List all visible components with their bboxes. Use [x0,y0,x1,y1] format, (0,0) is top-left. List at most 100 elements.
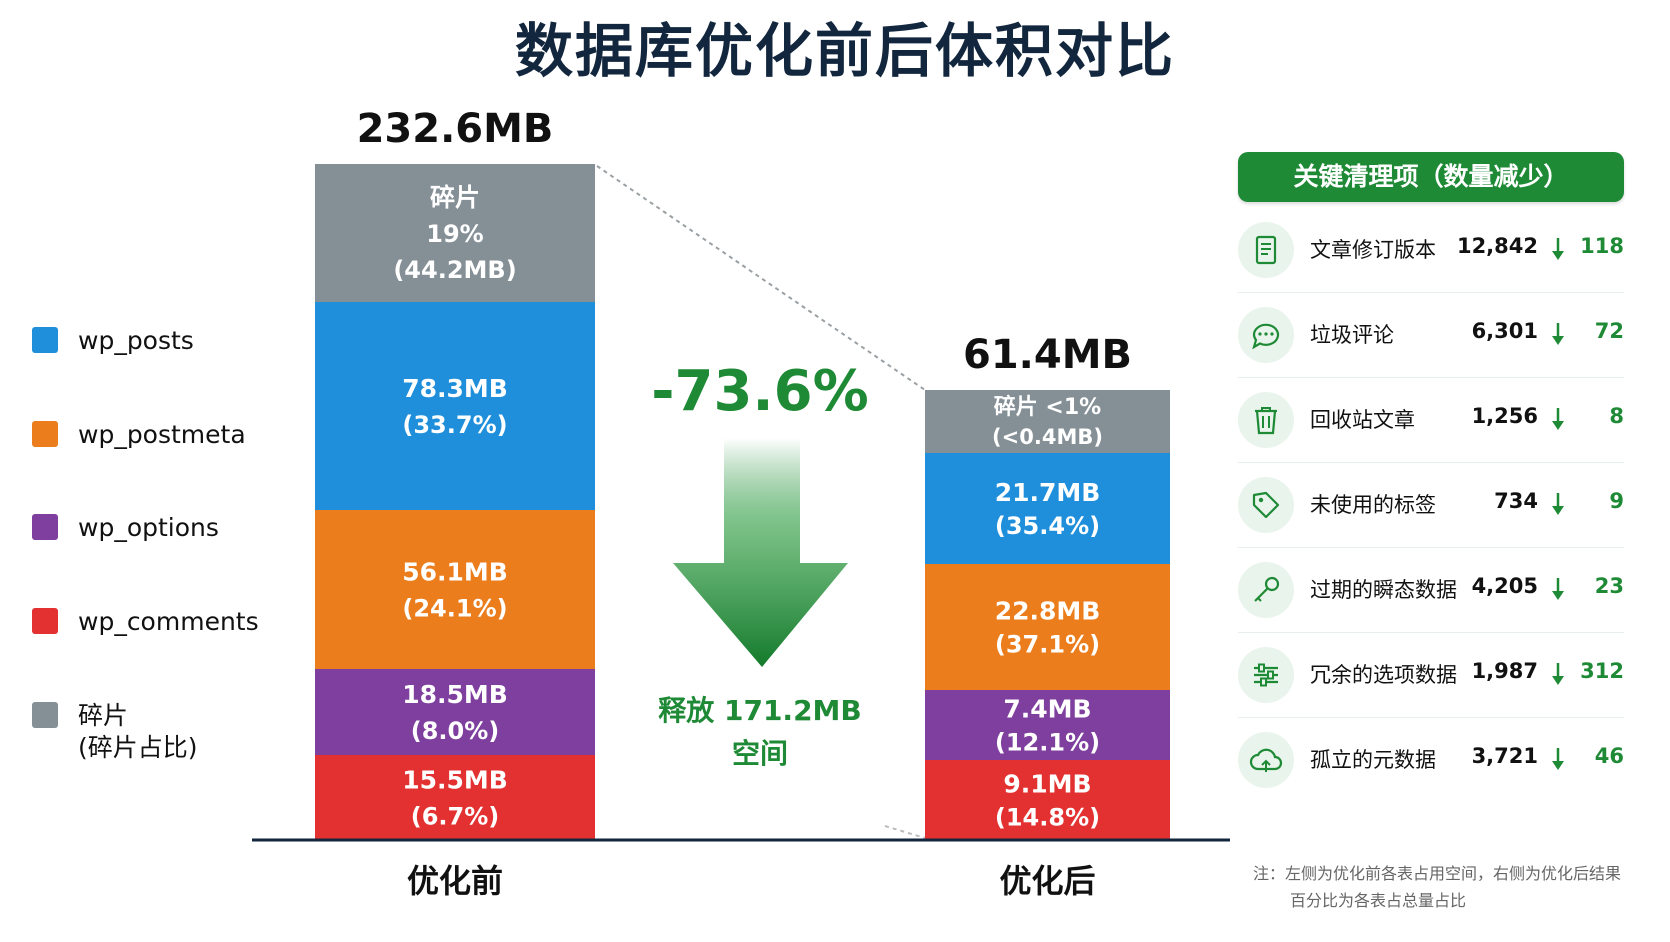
category-label-after: 优化后 [999,862,1095,900]
cleanup-count-after: 23 [1594,574,1624,598]
cleanup-row: 文章修订版本 12,842 118 [1238,208,1624,293]
cleanup-item-label: 回收站文章 [1310,408,1415,432]
bar-label-wp_options-after-0: 7.4MB [1003,694,1091,723]
cleanup-row: 未使用的标签 734 9 [1238,463,1624,548]
bar-segment-wp_comments-after [925,760,1170,840]
document-icon [1238,222,1294,278]
bar-segment-fragment-before [315,164,595,302]
bar-label-wp_comments-after-1: (14.8%) [995,803,1100,831]
legend-item-fragment: 碎片 (碎片占比) [32,700,198,764]
bar-label-fragment-before-1: 19% [426,220,483,248]
cleanup-count-after: 46 [1594,744,1624,768]
released-space-label: 释放 171.2MB [658,694,862,727]
bar-label-wp_options-before-0: 18.5MB [402,680,508,709]
bar-label-wp_postmeta-after-1: (37.1%) [995,630,1100,658]
cleanup-count-after: 118 [1580,234,1624,258]
cleanup-count-after: 72 [1594,319,1624,343]
arrow-down-icon [1550,236,1566,262]
legend-swatch-wp_options [32,514,58,540]
bar-label-wp_posts-before-0: 78.3MB [402,374,508,403]
cloud-icon [1238,732,1294,788]
bar-label-wp_postmeta-after-0: 22.8MB [995,596,1101,625]
cleanup-panel: 关键清理项（数量减少） 文章修订版本 12,842 118 垃圾评论 6,301 72 回收… [1238,152,1624,802]
legend-label: wp_comments [78,607,259,636]
cleanup-item-label: 垃圾评论 [1310,323,1394,347]
bar-label-wp_options-before-1: (8.0%) [411,717,500,745]
bar-label-wp_comments-before-0: 15.5MB [402,765,508,794]
cleanup-count-before: 3,721 [1471,744,1538,768]
legend-label: wp_posts [78,326,194,355]
bar-label-fragment-before-0: 碎片 [430,183,480,212]
legend-label: 碎片 [78,701,129,730]
bar-segment-wp_comments-before [315,755,595,840]
cleanup-item-label: 过期的瞬态数据 [1310,578,1457,602]
legend-sublabel: (碎片占比) [78,733,198,762]
arrow-down-icon [1550,491,1566,517]
cleanup-row: 孤立的元数据 3,721 46 [1238,718,1624,802]
legend-swatch-wp_comments [32,608,58,634]
legend-item-wp_options: wp_options [32,512,219,544]
cleanup-item-label: 未使用的标签 [1310,493,1436,517]
arrow-down-icon [1550,576,1566,602]
legend-item-wp_postmeta: wp_postmeta [32,419,246,451]
cleanup-row: 垃圾评论 6,301 72 [1238,293,1624,378]
bar-label-wp_posts-after-1: (35.4%) [995,512,1100,540]
legend-label: wp_options [78,513,219,542]
arrow-down-icon [1550,746,1566,772]
bar-segment-wp_postmeta-after [925,564,1170,690]
bar-label-wp_postmeta-before-0: 56.1MB [402,557,508,586]
bar-label-fragment-after-1: (<0.4MB) [992,425,1103,449]
cleanup-count-after: 312 [1580,659,1624,683]
category-label-before: 优化前 [407,862,503,900]
legend-swatch-fragment [32,702,58,728]
trash-icon [1238,392,1294,448]
footnote-line-2: 百分比为各表占总量占比 [1290,891,1467,910]
bar-label-fragment-after-0: 碎片 <1% [994,394,1101,420]
bar-segment-wp_posts-after [925,453,1170,564]
cleanup-count-before: 12,842 [1456,234,1538,258]
connector-lines [596,165,926,839]
cleanup-row: 过期的瞬态数据 4,205 23 [1238,548,1624,633]
down-arrow [673,438,848,667]
arrow-down-icon [1550,661,1566,687]
cleanup-count-before: 734 [1494,489,1538,513]
cleanup-count-before: 1,987 [1471,659,1538,683]
cleanup-count-after: 9 [1609,489,1624,513]
bar-total-before: 232.6MB [357,106,554,152]
key-icon [1238,562,1294,618]
legend-item-wp_comments: wp_comments [32,606,259,638]
cleanup-count-before: 1,256 [1471,404,1538,428]
bar-label-wp_comments-before-1: (6.7%) [411,802,500,830]
stacked-bar-chart: 15.5MB (6.7%) 18.5MB (8.0%) 56.1MB (24.1%) 78.… [252,106,1230,900]
bar-label-fragment-before-2: (44.2MB) [393,256,516,284]
cleanup-count-before: 6,301 [1471,319,1538,343]
bar-label-wp_posts-before-1: (33.7%) [402,411,507,439]
change-percent: -73.6% [651,359,869,424]
tag-icon [1238,477,1294,533]
bar-segment-wp_postmeta-before [315,510,595,669]
bar-total-after: 61.4MB [963,332,1132,378]
legend-swatch-wp_postmeta [32,421,58,447]
bar-segment-wp_options-after [925,690,1170,760]
bar-segment-fragment-after [925,390,1170,453]
footnote-line-1: 注：左侧为优化前各表占用空间，右侧为优化后结果 [1253,864,1622,883]
cleanup-row: 回收站文章 1,256 8 [1238,378,1624,463]
cleanup-count-after: 8 [1609,404,1624,428]
released-space-label-line2: 空间 [732,737,788,770]
sliders-icon [1238,647,1294,703]
connector-line-top [596,165,926,391]
chat-bubble-icon [1238,307,1294,363]
legend-swatch-wp_posts [32,327,58,353]
bar-segment-wp_options-before [315,669,595,755]
cleanup-item-label: 文章修订版本 [1310,238,1436,262]
arrow-down-icon [1550,406,1566,432]
cleanup-item-label: 孤立的元数据 [1310,748,1436,772]
legend-item-wp_posts: wp_posts [32,325,194,357]
arrow-down-icon [1550,321,1566,347]
cleanup-panel-header: 关键清理项（数量减少） [1238,152,1624,202]
cleanup-row: 冗余的选项数据 1,987 312 [1238,633,1624,718]
chart-title: 数据库优化前后体积对比 [514,17,1175,85]
connector-line-bottom [884,825,926,839]
cleanup-item-label: 冗余的选项数据 [1310,663,1457,687]
cleanup-count-before: 4,205 [1471,574,1538,598]
